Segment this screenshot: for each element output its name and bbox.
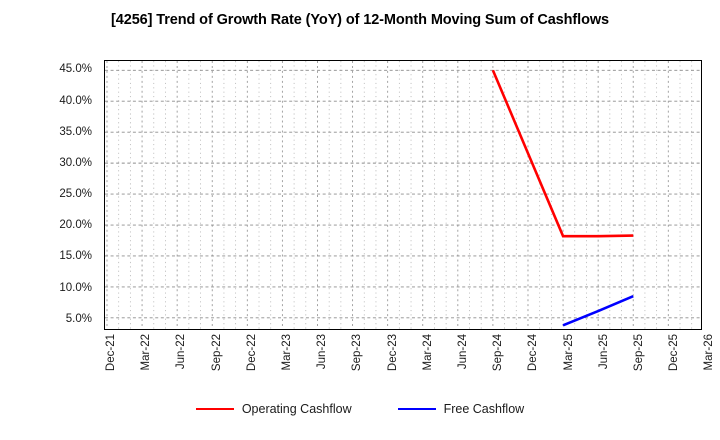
x-tick-label: Jun-23 xyxy=(316,334,329,370)
x-tick-label: Dec-25 xyxy=(668,334,681,372)
x-tick-label: Mar-22 xyxy=(140,334,153,371)
x-axis: Dec-21 Mar-22 Jun-22 Sep-22 Dec-22 Mar-23 Jun-… xyxy=(104,330,715,390)
x-tick-label: Dec-24 xyxy=(527,334,540,372)
legend-color-swatch xyxy=(397,408,436,410)
y-tick-label: 5.0% xyxy=(65,312,92,325)
y-tick-label: 20.0% xyxy=(59,219,92,232)
legend-item[interactable]: Free Cashflow xyxy=(397,402,525,416)
x-tick-label: Mar-25 xyxy=(562,334,575,371)
x-tick-label: Mar-24 xyxy=(421,334,434,371)
x-tick-label: Sep-25 xyxy=(633,334,645,372)
y-tick-label: 40.0% xyxy=(59,94,92,107)
x-tick-label: Dec-21 xyxy=(105,334,117,372)
legend-label: Operating Cashflow xyxy=(241,402,352,416)
legend-item[interactable]: Operating Cashflow xyxy=(195,402,352,416)
x-tick-label: Sep-24 xyxy=(492,334,505,372)
y-tick-label: 10.0% xyxy=(59,281,92,294)
y-tick-label: 25.0% xyxy=(59,188,92,201)
x-tick-label: Jun-24 xyxy=(457,334,469,370)
y-axis: 5.0% 10.0% 15.0% 20.0% 25.0% 30.0% 35.0% 40.0% 4… xyxy=(0,60,98,330)
gridlines xyxy=(105,61,701,329)
y-tick-label: 45.0% xyxy=(59,63,92,76)
y-tick-label: 15.0% xyxy=(59,250,92,263)
x-tick-label: Mar-23 xyxy=(281,334,293,371)
chart-legend: Operating Cashflow Free Cashflow xyxy=(0,402,720,416)
series-line-1 xyxy=(491,69,634,238)
legend-color-swatch xyxy=(195,408,234,410)
plot-area xyxy=(104,60,702,330)
x-tick-label: Dec-22 xyxy=(245,334,258,372)
x-tick-label: Sep-22 xyxy=(210,334,223,372)
y-tick-label: 30.0% xyxy=(59,156,92,169)
x-tick-label: Dec-23 xyxy=(386,334,399,372)
chart-title: [4256] Trend of Growth Rate (YoY) of 12-… xyxy=(111,12,609,28)
x-tick-label: Sep-23 xyxy=(351,334,364,372)
x-tick-label: Mar-26 xyxy=(703,334,716,371)
x-tick-label: Jun-22 xyxy=(175,334,188,370)
y-tick-label: 35.0% xyxy=(59,125,92,138)
series-line-2 xyxy=(562,295,634,327)
legend-label: Free Cashflow xyxy=(443,402,525,416)
data-series-layer xyxy=(491,69,634,327)
x-tick-label: Jun-25 xyxy=(597,334,610,370)
